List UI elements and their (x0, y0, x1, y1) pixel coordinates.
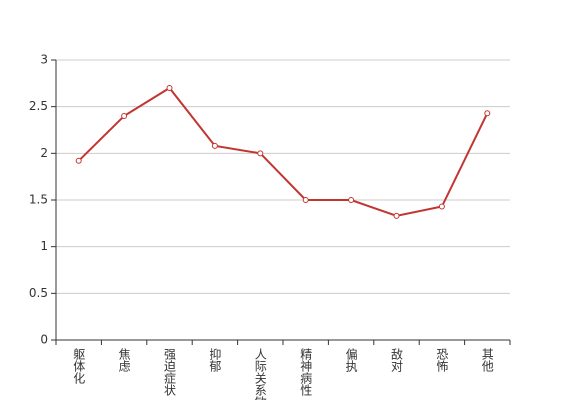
x-tick-label: 偏执 (344, 347, 358, 373)
x-tick-label: 抑郁 (208, 347, 222, 373)
point (75, 157, 82, 164)
y-tick-label: 2 (40, 146, 48, 160)
point (348, 197, 355, 203)
point (211, 142, 218, 149)
x-tick-label: 敌对 (390, 347, 404, 372)
point (166, 85, 173, 91)
y-tick-label: 3 (40, 53, 48, 67)
point (257, 150, 264, 157)
line (77, 86, 489, 217)
x-tick-label: 强迫症状 (163, 348, 177, 396)
point (393, 212, 400, 219)
y-tick-label: 1.5 (29, 193, 48, 207)
y-tick-label: 2.5 (29, 99, 48, 113)
y-tick-label: 0 (40, 333, 48, 347)
x-tick-label: 其他 (480, 348, 494, 372)
point (484, 110, 491, 117)
point (302, 197, 309, 203)
x-tick-label: 恐怖 (435, 348, 449, 372)
x-tick-label: 精神病性 (299, 348, 313, 397)
point (121, 113, 128, 119)
x-tick-label: 焦虑 (117, 348, 131, 372)
y-tick-label: 0.5 (29, 286, 48, 300)
y-tick-label: 1 (40, 239, 48, 253)
x-tick-label: 躯体化 (72, 347, 86, 385)
point (438, 203, 445, 210)
x-tick-label: 人际关系敏感 (253, 348, 267, 400)
